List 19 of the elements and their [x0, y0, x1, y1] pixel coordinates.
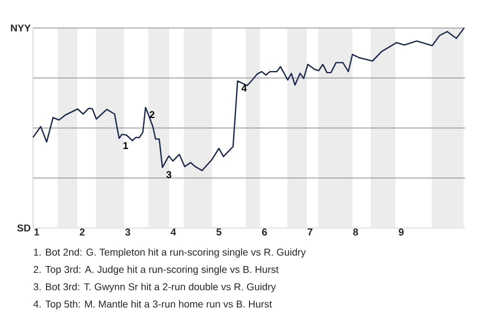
text: NYY [10, 24, 31, 32]
annotation: 3 [166, 171, 172, 178]
x-tick-label: 9 [398, 228, 404, 236]
x-tick-label: 1 [34, 228, 40, 236]
x-tick-label: 8 [353, 228, 358, 236]
annotation: 4 [241, 84, 247, 92]
x-tick-label: 4 [170, 228, 176, 236]
x-tick-label: 2 [80, 228, 85, 236]
x-tick-label: 3 [125, 228, 130, 236]
x-tick-label: 5 [216, 228, 222, 236]
text: 1. Bot 2nd: G. Templeton hit a run-scoring single vs R. Guidry [34, 248, 306, 258]
text: SD [17, 224, 30, 232]
text: 4. Top 5th: M. Mantle hit a 3-run home run vs B. Hurst [33, 300, 272, 310]
text: 2. Top 3rd: A. Judge hit a run-scoring single vs B. Hurst [34, 266, 279, 275]
annotation: 1 [123, 142, 128, 149]
x-tick-label: 7 [308, 228, 312, 236]
annotation: 2 [150, 111, 154, 118]
x-tick-label: 6 [262, 228, 267, 236]
text: 3. Bot 3rd: T. Gwynn Sr hit a 2-run double vs R. Guidry [34, 282, 276, 292]
